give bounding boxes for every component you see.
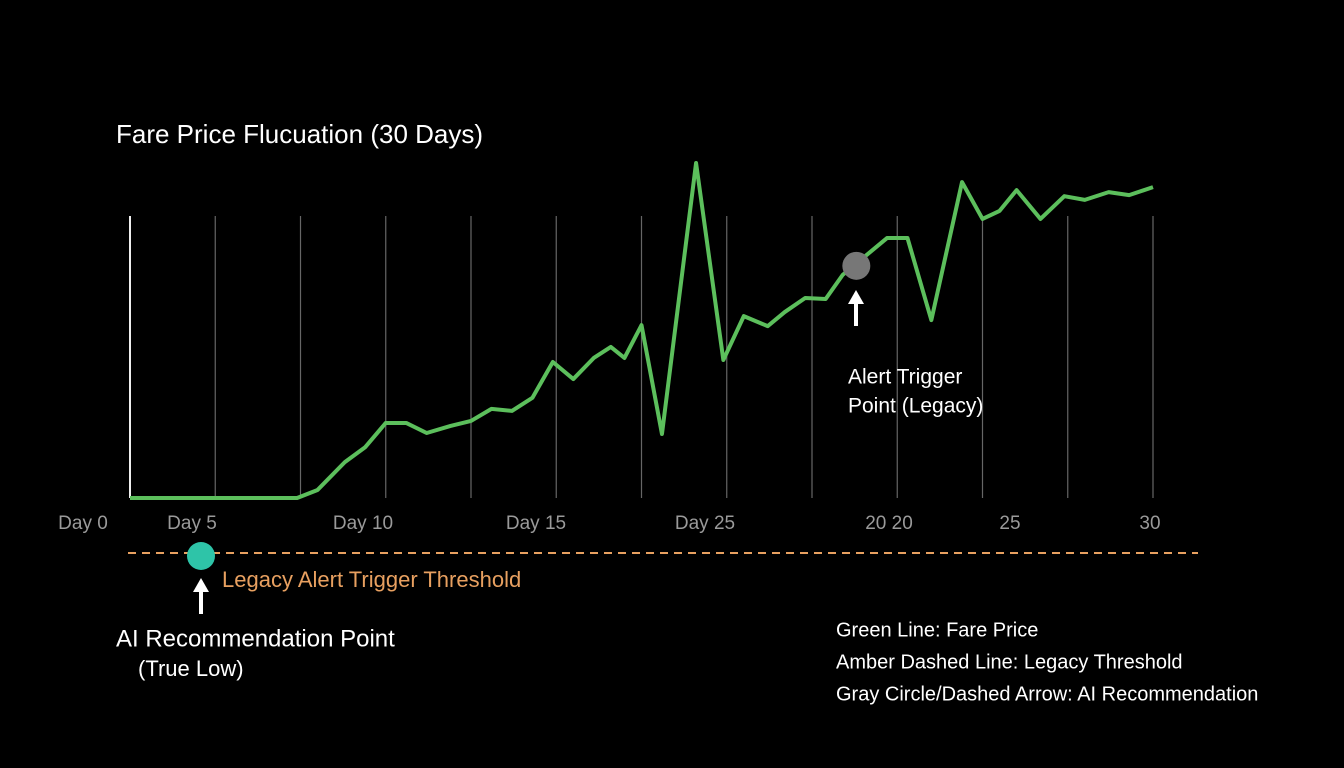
ai-point-label: AI Recommendation Point	[116, 625, 395, 652]
alert-label: Point (Legacy)	[848, 395, 983, 418]
x-tick-label: 25	[999, 513, 1020, 534]
alert-label: Alert Trigger	[848, 366, 962, 389]
chart-title: Fare Price Flucuation (30 Days)	[116, 119, 483, 149]
arrow-head	[848, 290, 864, 304]
threshold-label: Legacy Alert Trigger Threshold	[222, 567, 521, 592]
x-tick-label: 20 20	[865, 513, 913, 534]
x-tick-label: Day 10	[333, 513, 393, 534]
x-tick-label: 30	[1139, 513, 1160, 534]
arrow-head	[193, 578, 209, 592]
x-tick-label: Day 15	[506, 513, 566, 534]
legend: Green Line: Fare Price Amber Dashed Line:…	[836, 619, 1258, 705]
x-tick-label: Day 5	[167, 513, 217, 534]
ai-point-marker	[187, 542, 215, 570]
x-tick-label: Day 0	[58, 513, 108, 534]
x-tick-label: Day 25	[675, 513, 735, 534]
legend-text: Green Line: Fare Price	[836, 619, 1038, 641]
legend-text: Amber Dashed Line: Legacy Threshold	[836, 651, 1183, 673]
legend-text: Gray Circle/Dashed Arrow: AI Recommendat…	[836, 683, 1258, 705]
fare-line	[130, 161, 1154, 500]
ai-point-sublabel: (True Low)	[138, 656, 244, 681]
alert-point-marker	[842, 251, 871, 280]
